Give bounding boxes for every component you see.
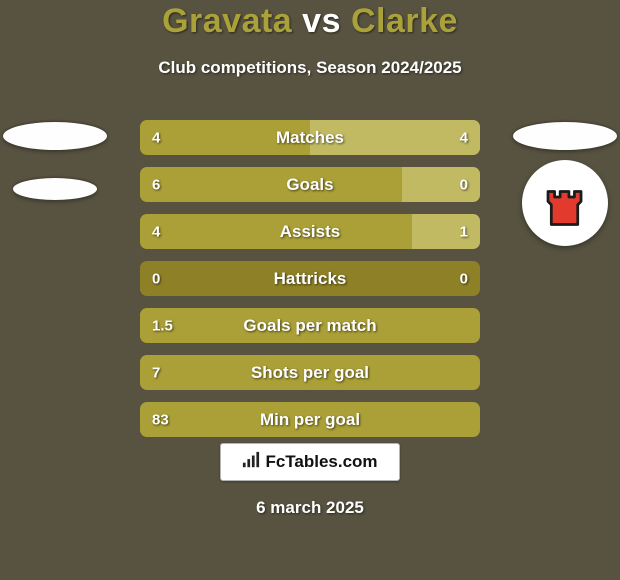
stat-bar-track — [140, 402, 480, 437]
stat-value-left: 4 — [152, 223, 160, 240]
ellipse-icon — [3, 122, 107, 150]
stat-bar-right-fill — [402, 167, 480, 202]
stat-value-right: 4 — [460, 129, 468, 146]
club-crest-icon — [522, 160, 608, 246]
stat-row: Assists41 — [140, 214, 480, 249]
stat-row: Goals per match1.5 — [140, 308, 480, 343]
stat-value-left: 1.5 — [152, 317, 173, 334]
stat-row: Goals60 — [140, 167, 480, 202]
stat-bar-track — [140, 308, 480, 343]
card-subtitle: Club competitions, Season 2024/2025 — [0, 58, 620, 78]
stat-bar-track — [140, 120, 480, 155]
watermark-badge: FcTables.com — [220, 443, 400, 481]
comparison-card: Gravata vs Clarke Club competitions, Sea… — [0, 0, 620, 580]
team-badge-right — [510, 100, 620, 280]
stat-row: Hattricks00 — [140, 261, 480, 296]
stat-bar-right-fill — [412, 214, 480, 249]
team-badge-left — [0, 100, 110, 280]
stat-row: Shots per goal7 — [140, 355, 480, 390]
stat-bar-track — [140, 214, 480, 249]
watermark-text: FcTables.com — [265, 452, 377, 472]
signal-icon — [242, 451, 260, 472]
ellipse-icon — [513, 122, 617, 150]
stat-bars: Matches44Goals60Assists41Hattricks00Goal… — [140, 120, 480, 449]
stat-value-left: 4 — [152, 129, 160, 146]
stat-bar-right-fill — [310, 120, 480, 155]
player1-name: Gravata — [162, 2, 292, 40]
stat-value-right: 1 — [460, 223, 468, 240]
stat-row: Matches44 — [140, 120, 480, 155]
stat-value-left: 0 — [152, 270, 160, 287]
stat-bar-track — [140, 167, 480, 202]
stat-value-right: 0 — [460, 176, 468, 193]
card-date: 6 march 2025 — [0, 498, 620, 518]
stat-bar-track — [140, 261, 480, 296]
vs-label: vs — [302, 2, 341, 40]
card-title: Gravata vs Clarke — [0, 2, 620, 41]
tower-icon — [537, 175, 592, 230]
stat-value-left: 6 — [152, 176, 160, 193]
stat-value-left: 83 — [152, 411, 169, 428]
player2-name: Clarke — [351, 2, 458, 40]
stat-value-left: 7 — [152, 364, 160, 381]
tower-path — [548, 192, 581, 225]
ellipse-icon — [13, 178, 97, 200]
stat-value-right: 0 — [460, 270, 468, 287]
stat-bar-track — [140, 355, 480, 390]
stat-row: Min per goal83 — [140, 402, 480, 437]
